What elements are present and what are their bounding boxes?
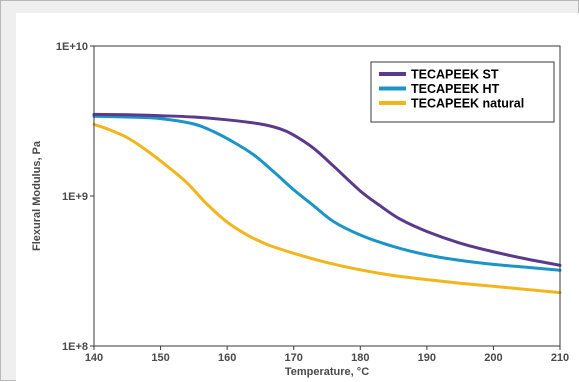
legend-label-tecapeek-ht: TECAPEEK HT [411,82,500,96]
x-tick-label: 160 [218,352,236,364]
x-tick-label: 180 [351,352,369,364]
x-tick-label: 150 [151,352,169,364]
x-tick-label: 190 [418,352,436,364]
series-line-tecapeek-natural [92,122,562,295]
legend-label-tecapeek-natural: TECAPEEK natural [411,97,524,111]
x-tick-label: 210 [551,352,569,364]
y-axis-label: Flexural Modulus, Pa [31,140,43,251]
x-tick-label: 140 [85,352,103,364]
series-lines [92,112,562,295]
y-tick-label: 1E+10 [56,41,88,53]
y-tick-label: 1E+8 [62,341,88,353]
axis-ticks: 140 150 160 170 180 190 200 210 1E+10 1E+9 1E+8 [56,41,569,364]
legend-label-tecapeek-st: TECAPEEK ST [411,68,499,82]
x-tick-label: 170 [285,352,303,364]
x-tick-label: 200 [484,352,502,364]
x-axis-label: Temperature, °C [285,366,369,378]
series-line-tecapeek-ht [92,114,562,272]
series-line-tecapeek-st [92,112,562,267]
y-tick-label: 1E+9 [62,191,88,203]
